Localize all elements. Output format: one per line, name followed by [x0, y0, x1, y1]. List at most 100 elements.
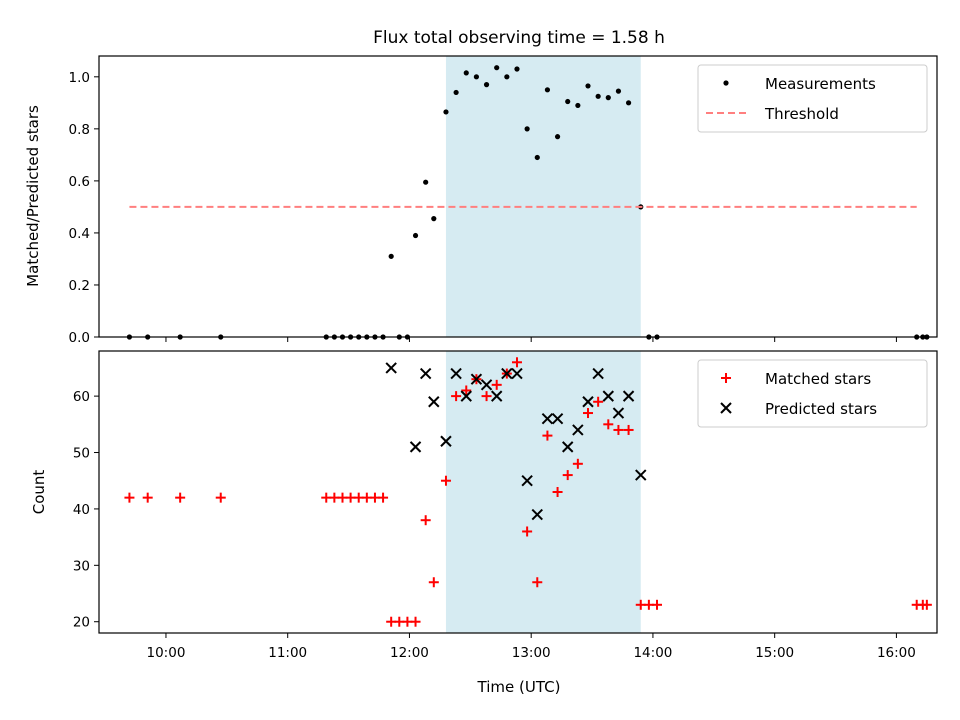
predicted-star-point	[450, 367, 462, 380]
matched-star-point	[142, 492, 153, 503]
measurement-point	[625, 100, 632, 106]
matched-star-point	[451, 391, 462, 402]
y-tick-label: 0.4	[69, 226, 90, 242]
y-tick-label: 0.8	[69, 122, 90, 138]
matched-star-point	[175, 492, 186, 503]
y-tick-label: 50	[73, 446, 90, 462]
predicted-star-point	[521, 475, 533, 487]
top-y-axis-label: Matched/Predicted stars	[24, 105, 42, 287]
measurement-point	[483, 82, 490, 88]
matched-star-point	[623, 424, 634, 435]
measurement-point	[534, 154, 540, 161]
measurement-point	[453, 89, 459, 96]
matched-star-point	[378, 492, 389, 503]
measurement-point	[463, 70, 469, 76]
x-tick-label: 11:00	[268, 645, 307, 661]
observing-interval-shade-top	[445, 56, 641, 337]
measurement-point	[575, 102, 581, 109]
measurement-point	[524, 126, 530, 132]
x-tick-label: 16:00	[877, 645, 916, 661]
predicted-star-point	[409, 441, 422, 453]
measurement-point	[473, 74, 480, 80]
legend-marker	[721, 373, 731, 383]
matched-star-point	[542, 430, 553, 441]
matched-star-point	[562, 470, 573, 481]
matched-star-point	[124, 492, 135, 503]
y-tick-label: 30	[73, 558, 90, 574]
predicted-star-point	[480, 379, 493, 391]
predicted-star-point	[501, 367, 513, 380]
bottom-panel: 20 30 40 50 60 10:00 11:00 12:00 13:00 14:00 15:0…	[30, 350, 938, 696]
predicted-star-point	[531, 508, 543, 521]
predicted-star-point	[440, 435, 452, 447]
x-tick-label: 15:00	[755, 645, 794, 661]
measurement-point	[423, 179, 429, 185]
matched-star-point	[552, 487, 563, 497]
matched-star-point	[511, 357, 522, 368]
top-legend: Measurements Threshold	[697, 64, 928, 133]
y-tick-label: 40	[73, 502, 90, 518]
y-tick-label: 1.0	[69, 70, 90, 86]
top-axes-frame	[98, 55, 938, 338]
measurement-point	[605, 95, 611, 101]
legend-label: Measurements	[765, 75, 876, 93]
top-y-ticks: 0.0 0.2 0.4 0.6 0.8 1.0	[69, 70, 99, 346]
matched-star-point	[440, 475, 451, 486]
top-series	[126, 65, 930, 340]
bottom-series	[124, 357, 932, 627]
predicted-star-point	[541, 412, 554, 425]
measurement-point	[595, 93, 601, 99]
matched-star-point	[461, 385, 472, 396]
matched-star-point	[593, 396, 604, 407]
measurement-point	[388, 253, 394, 259]
measurement-point	[412, 232, 419, 239]
predicted-star-point	[551, 412, 564, 425]
top-panel: 0.0 0.2 0.4 0.6 0.8 1.0 Matched/Predicted sta…	[24, 55, 938, 346]
predicted-star-point	[582, 396, 594, 408]
predicted-star-point	[635, 469, 647, 481]
x-tick-label: 12:00	[390, 645, 429, 661]
matched-star-point	[651, 599, 662, 610]
matched-star-point	[491, 379, 502, 390]
predicted-star-point	[428, 396, 440, 408]
matched-star-point	[603, 419, 614, 430]
bottom-x-ticks: 10:00 11:00 12:00 13:00 14:00 15:00 16:00	[147, 633, 916, 661]
measurement-point	[565, 98, 571, 105]
x-tick-label: 10:00	[147, 645, 186, 661]
predicted-star-point	[470, 373, 483, 385]
legend-label: Matched stars	[765, 370, 871, 388]
predicted-star-point	[612, 407, 625, 419]
predicted-star-point	[572, 424, 584, 436]
matched-star-point	[420, 515, 431, 526]
top-x-ticks	[165, 337, 897, 342]
measurement-point	[504, 74, 510, 80]
y-tick-label: 20	[73, 615, 90, 631]
measurement-point	[514, 66, 520, 72]
measurement-point	[554, 134, 561, 140]
bottom-axes-frame	[98, 350, 938, 634]
legend-marker	[723, 80, 729, 86]
y-tick-label: 60	[73, 389, 90, 405]
measurement-point	[615, 88, 622, 94]
x-axis-label: Time (UTC)	[477, 678, 561, 696]
x-tick-label: 14:00	[633, 645, 672, 661]
predicted-star-point	[419, 367, 432, 380]
predicted-star-point	[490, 390, 503, 402]
matched-star-point	[921, 599, 932, 610]
measurement-point	[443, 109, 449, 115]
predicted-star-point	[602, 390, 615, 402]
matched-star-point	[428, 577, 439, 588]
predicted-star-point	[385, 362, 397, 374]
legend-label: Predicted stars	[765, 400, 877, 418]
measurement-point	[431, 216, 437, 222]
bottom-legend: Matched stars Predicted stars	[697, 359, 928, 428]
measurement-point	[544, 87, 551, 93]
matched-star-point	[522, 526, 533, 537]
predicted-star-point	[592, 367, 604, 380]
x-tick-label: 13:00	[512, 645, 551, 661]
matched-star-point	[583, 408, 594, 419]
matched-star-point	[410, 616, 421, 627]
legend-box	[697, 64, 928, 133]
bottom-y-axis-label: Count	[30, 470, 48, 515]
predicted-star-point	[562, 441, 574, 453]
